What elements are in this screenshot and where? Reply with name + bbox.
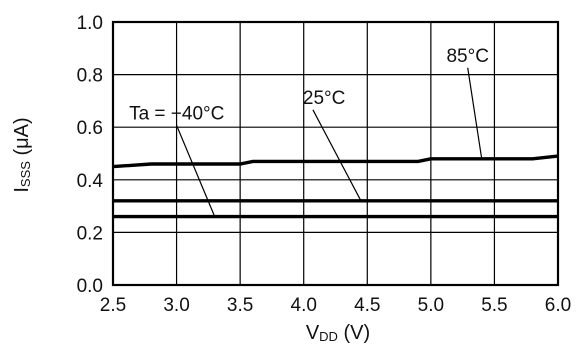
y-axis-label-sub: SSS [18,161,33,187]
y-tick-label: 0.2 [77,223,103,244]
tick-layer: 2.5 3.0 3.5 4.0 4.5 5.0 5.5 6.0 0.0 0.2 0.4 0.6 0.8 1… [77,13,572,316]
annotation-layer: 85°C 25°C Ta = −40°C [129,46,489,217]
x-tick-label: 3.0 [163,295,189,316]
x-tick-label: 4.5 [354,295,380,316]
y-axis-label-unit: (μA) [11,117,33,161]
grid-layer [113,22,558,285]
plot-frame [111,20,560,287]
series-leader-line [176,125,216,217]
y-axis-label: ISSS (μA) [11,117,33,192]
x-axis-label-sub: DD [319,329,338,344]
series-label: Ta = −40°C [129,104,224,125]
y-tick-label: 0.8 [77,66,103,87]
y-tick-label: 0.6 [77,118,103,139]
series-leader-line [312,109,362,202]
series-leader-line [467,67,483,159]
series-layer [112,154,559,219]
x-tick-label: 5.5 [481,295,507,316]
x-tick-label: 5.0 [418,295,444,316]
y-axis-label-main: I [11,187,33,193]
x-tick-label: 2.5 [100,295,126,316]
y-tick-label: 1.0 [77,13,103,34]
y-tick-label: 0.0 [77,276,103,297]
x-axis-label: VDD (V) [306,322,370,344]
x-tick-label: 3.5 [227,295,253,316]
x-tick-label: 4.0 [291,295,317,316]
x-tick-label: 6.0 [545,295,571,316]
series-label: 25°C [303,88,345,109]
x-axis-label-unit: (V) [338,322,370,344]
series-label: 85°C [446,46,488,67]
series-line [112,154,559,169]
x-axis-label-main: V [306,322,320,344]
y-tick-label: 0.4 [77,171,104,192]
